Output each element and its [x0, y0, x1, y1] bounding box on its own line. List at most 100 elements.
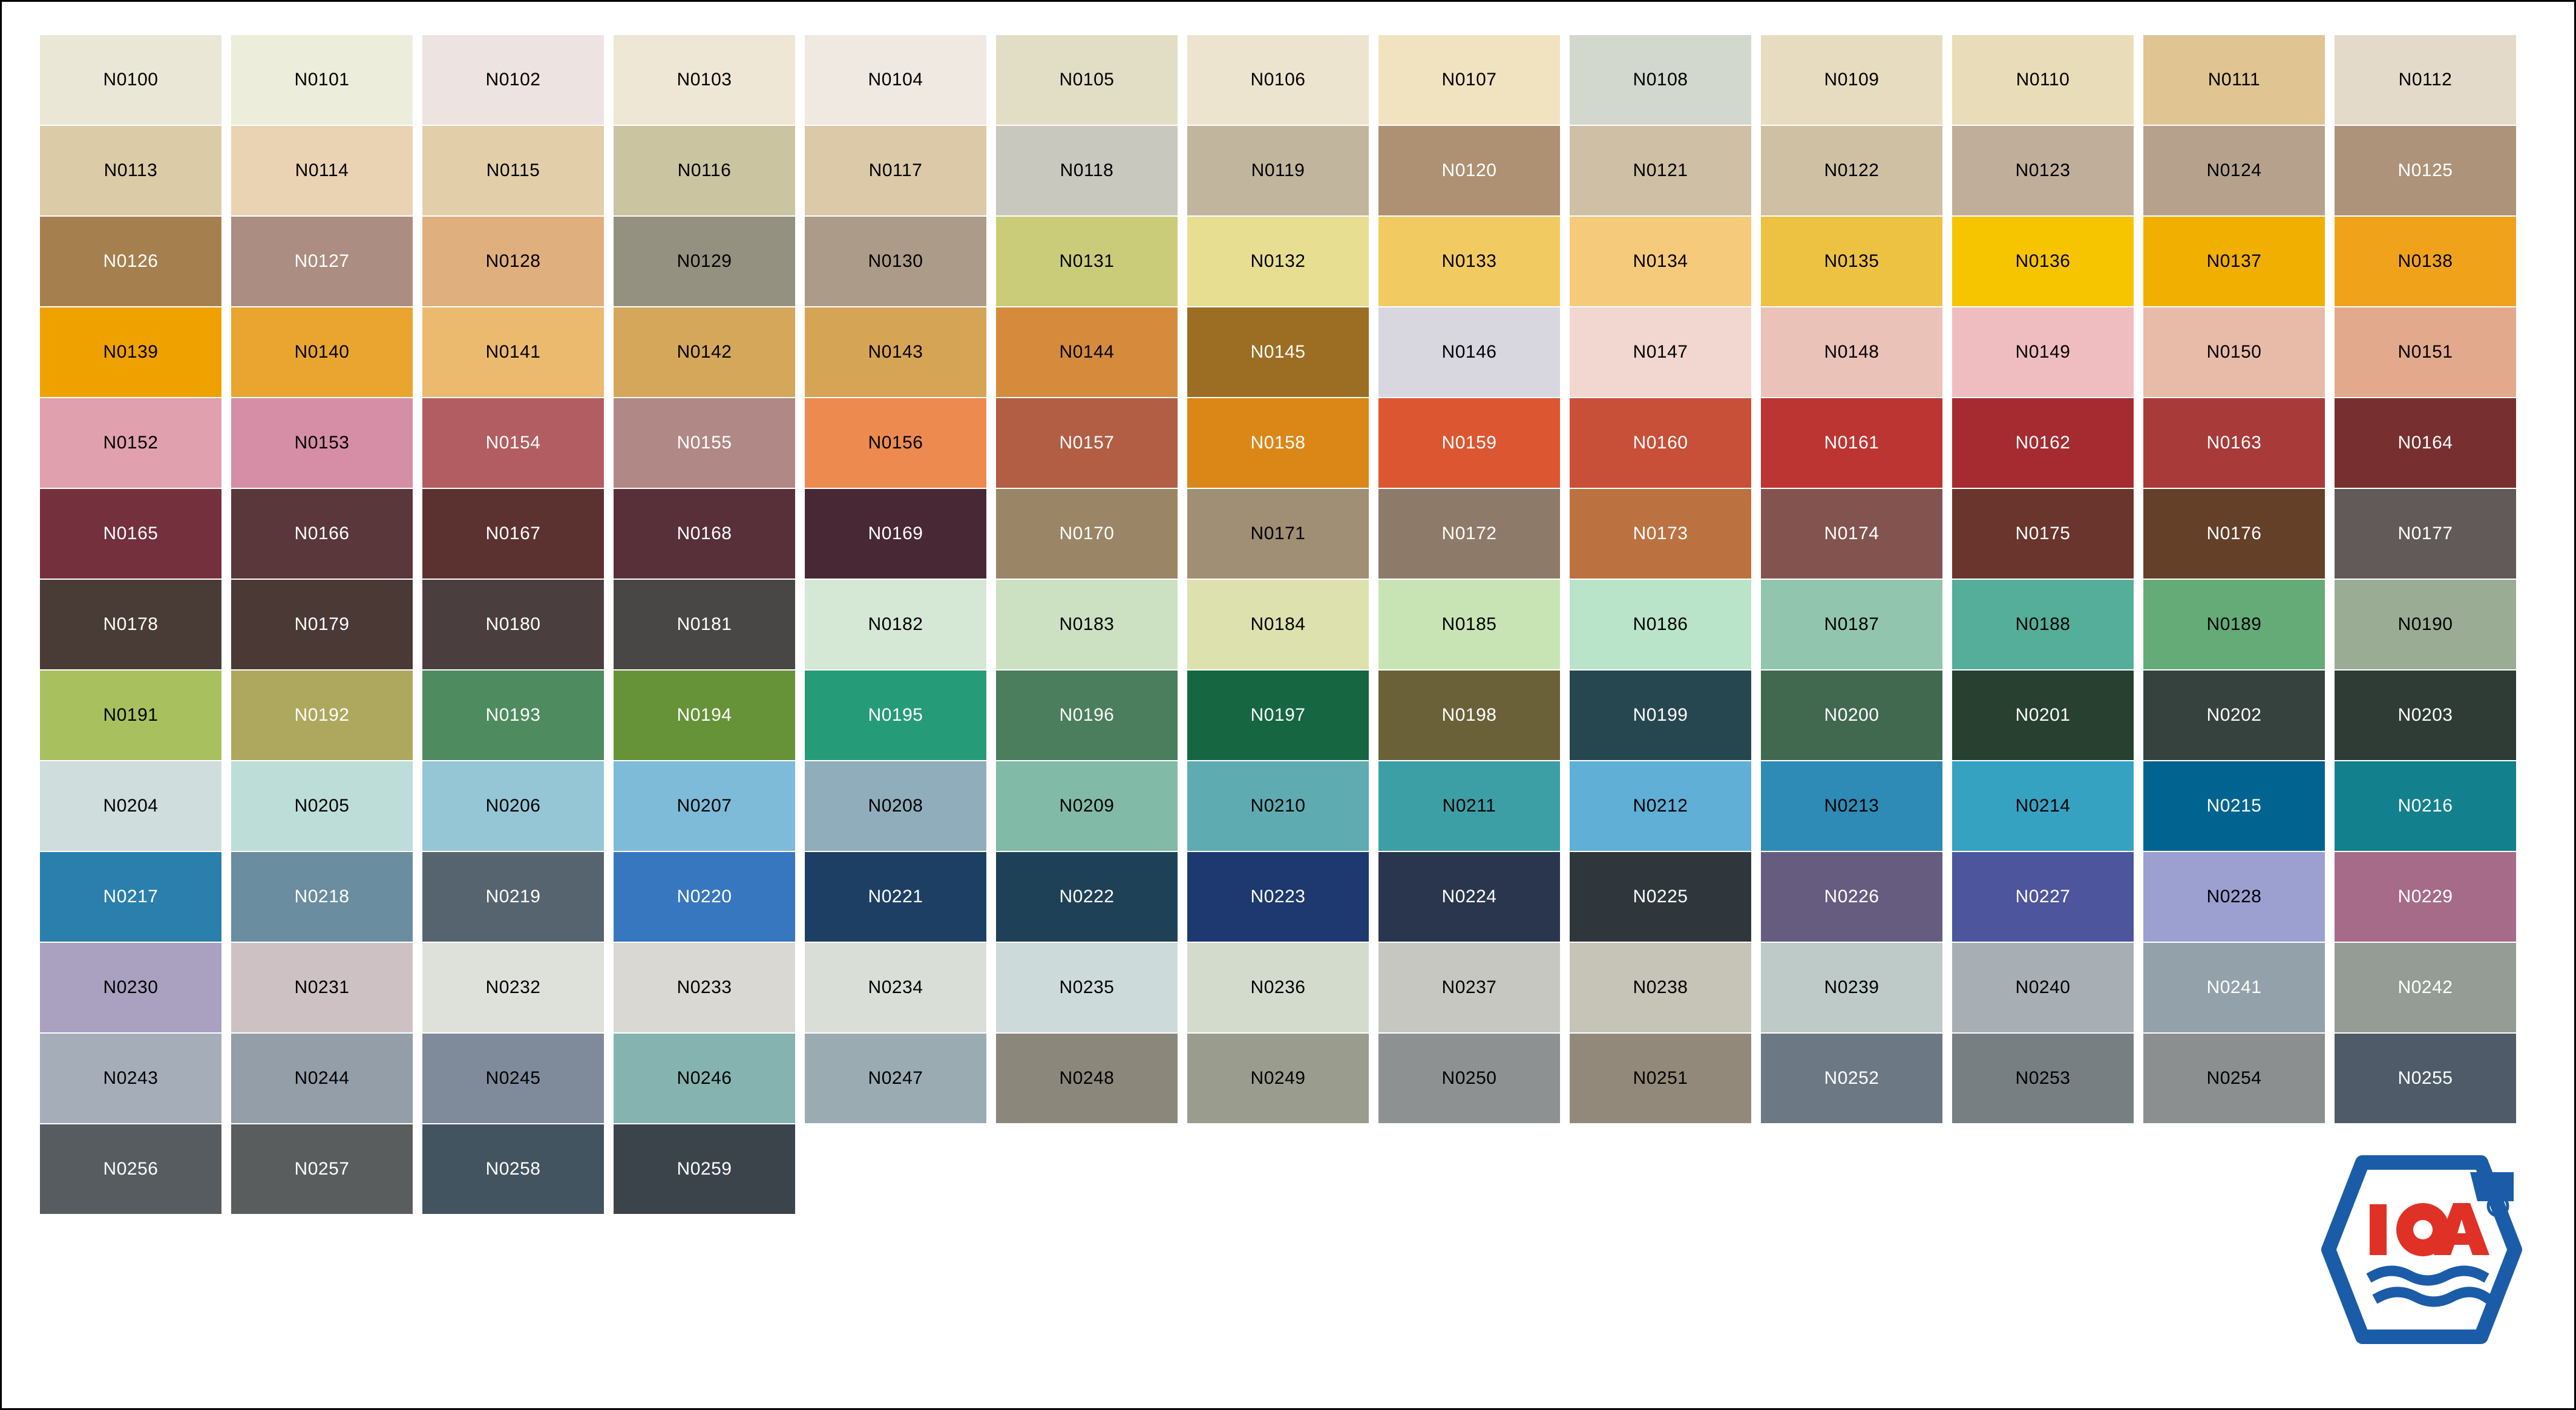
colour-swatch[interactable]: N0170	[996, 489, 1178, 579]
colour-swatch[interactable]: N0228	[2143, 852, 2325, 942]
colour-swatch[interactable]: N0178	[40, 580, 221, 669]
colour-swatch[interactable]: N0244	[231, 1034, 413, 1123]
colour-swatch[interactable]: N0141	[422, 307, 604, 397]
colour-swatch[interactable]: N0258	[422, 1124, 604, 1214]
colour-swatch[interactable]: N0206	[422, 761, 604, 851]
colour-swatch[interactable]: N0138	[2335, 217, 2516, 306]
colour-swatch[interactable]: N0107	[1378, 35, 1560, 125]
colour-swatch[interactable]: N0145	[1187, 307, 1369, 397]
colour-swatch[interactable]: N0256	[40, 1124, 221, 1214]
colour-swatch[interactable]: N0250	[1378, 1034, 1560, 1123]
colour-swatch[interactable]: N0188	[1952, 580, 2134, 669]
colour-swatch[interactable]: N0192	[231, 671, 413, 760]
colour-swatch[interactable]: N0116	[614, 126, 795, 215]
colour-swatch[interactable]: N0195	[805, 671, 986, 760]
colour-swatch[interactable]: N0241	[2143, 943, 2325, 1032]
colour-swatch[interactable]: N0122	[1761, 126, 1942, 215]
colour-swatch[interactable]: N0104	[805, 35, 986, 125]
colour-swatch[interactable]: N0139	[40, 307, 221, 397]
colour-swatch[interactable]: N0168	[614, 489, 795, 579]
colour-swatch[interactable]: N0186	[1570, 580, 1751, 669]
colour-swatch[interactable]: N0236	[1187, 943, 1369, 1032]
colour-swatch[interactable]: N0166	[231, 489, 413, 579]
colour-swatch[interactable]: N0214	[1952, 761, 2134, 851]
colour-swatch[interactable]: N0205	[231, 761, 413, 851]
colour-swatch[interactable]: N0123	[1952, 126, 2134, 215]
colour-swatch[interactable]: N0176	[2143, 489, 2325, 579]
colour-swatch[interactable]: N0115	[422, 126, 604, 215]
colour-swatch[interactable]: N0196	[996, 671, 1178, 760]
colour-swatch[interactable]: N0135	[1761, 217, 1942, 306]
colour-swatch[interactable]: N0209	[996, 761, 1178, 851]
colour-swatch[interactable]: N0169	[805, 489, 986, 579]
colour-swatch[interactable]: N0238	[1570, 943, 1751, 1032]
colour-swatch[interactable]: N0131	[996, 217, 1178, 306]
colour-swatch[interactable]: N0247	[805, 1034, 986, 1123]
colour-swatch[interactable]: N0204	[40, 761, 221, 851]
colour-swatch[interactable]: N0189	[2143, 580, 2325, 669]
colour-swatch[interactable]: N0251	[1570, 1034, 1751, 1123]
colour-swatch[interactable]: N0109	[1761, 35, 1942, 125]
colour-swatch[interactable]: N0246	[614, 1034, 795, 1123]
colour-swatch[interactable]: N0149	[1952, 307, 2134, 397]
colour-swatch[interactable]: N0231	[231, 943, 413, 1032]
colour-swatch[interactable]: N0224	[1378, 852, 1560, 942]
colour-swatch[interactable]: N0225	[1570, 852, 1751, 942]
colour-swatch[interactable]: N0137	[2143, 217, 2325, 306]
colour-swatch[interactable]: N0185	[1378, 580, 1560, 669]
colour-swatch[interactable]: N0194	[614, 671, 795, 760]
colour-swatch[interactable]: N0252	[1761, 1034, 1942, 1123]
colour-swatch[interactable]: N0112	[2335, 35, 2516, 125]
colour-swatch[interactable]: N0125	[2335, 126, 2516, 215]
colour-swatch[interactable]: N0254	[2143, 1034, 2325, 1123]
colour-swatch[interactable]: N0161	[1761, 398, 1942, 488]
colour-swatch[interactable]: N0117	[805, 126, 986, 215]
colour-swatch[interactable]: N0126	[40, 217, 221, 306]
colour-swatch[interactable]: N0153	[231, 398, 413, 488]
colour-swatch[interactable]: N0212	[1570, 761, 1751, 851]
colour-swatch[interactable]: N0243	[40, 1034, 221, 1123]
colour-swatch[interactable]: N0140	[231, 307, 413, 397]
colour-swatch[interactable]: N0142	[614, 307, 795, 397]
colour-swatch[interactable]: N0162	[1952, 398, 2134, 488]
colour-swatch[interactable]: N0229	[2335, 852, 2516, 942]
colour-swatch[interactable]: N0193	[422, 671, 604, 760]
colour-swatch[interactable]: N0215	[2143, 761, 2325, 851]
colour-swatch[interactable]: N0147	[1570, 307, 1751, 397]
colour-swatch[interactable]: N0239	[1761, 943, 1942, 1032]
colour-swatch[interactable]: N0220	[614, 852, 795, 942]
colour-swatch[interactable]: N0150	[2143, 307, 2325, 397]
colour-swatch[interactable]: N0221	[805, 852, 986, 942]
colour-swatch[interactable]: N0156	[805, 398, 986, 488]
colour-swatch[interactable]: N0184	[1187, 580, 1369, 669]
colour-swatch[interactable]: N0129	[614, 217, 795, 306]
colour-swatch[interactable]: N0134	[1570, 217, 1751, 306]
colour-swatch[interactable]: N0175	[1952, 489, 2134, 579]
colour-swatch[interactable]: N0190	[2335, 580, 2516, 669]
colour-swatch[interactable]: N0235	[996, 943, 1178, 1032]
colour-swatch[interactable]: N0113	[40, 126, 221, 215]
colour-swatch[interactable]: N0232	[422, 943, 604, 1032]
colour-swatch[interactable]: N0177	[2335, 489, 2516, 579]
colour-swatch[interactable]: N0144	[996, 307, 1178, 397]
colour-swatch[interactable]: N0146	[1378, 307, 1560, 397]
colour-swatch[interactable]: N0163	[2143, 398, 2325, 488]
colour-swatch[interactable]: N0211	[1378, 761, 1560, 851]
colour-swatch[interactable]: N0219	[422, 852, 604, 942]
colour-swatch[interactable]: N0197	[1187, 671, 1369, 760]
colour-swatch[interactable]: N0242	[2335, 943, 2516, 1032]
colour-swatch[interactable]: N0245	[422, 1034, 604, 1123]
colour-swatch[interactable]: N0179	[231, 580, 413, 669]
colour-swatch[interactable]: N0160	[1570, 398, 1751, 488]
colour-swatch[interactable]: N0172	[1378, 489, 1560, 579]
colour-swatch[interactable]: N0120	[1378, 126, 1560, 215]
colour-swatch[interactable]: N0165	[40, 489, 221, 579]
colour-swatch[interactable]: N0237	[1378, 943, 1560, 1032]
colour-swatch[interactable]: N0128	[422, 217, 604, 306]
colour-swatch[interactable]: N0233	[614, 943, 795, 1032]
colour-swatch[interactable]: N0249	[1187, 1034, 1369, 1123]
colour-swatch[interactable]: N0213	[1761, 761, 1942, 851]
colour-swatch[interactable]: N0199	[1570, 671, 1751, 760]
colour-swatch[interactable]: N0148	[1761, 307, 1942, 397]
colour-swatch[interactable]: N0127	[231, 217, 413, 306]
